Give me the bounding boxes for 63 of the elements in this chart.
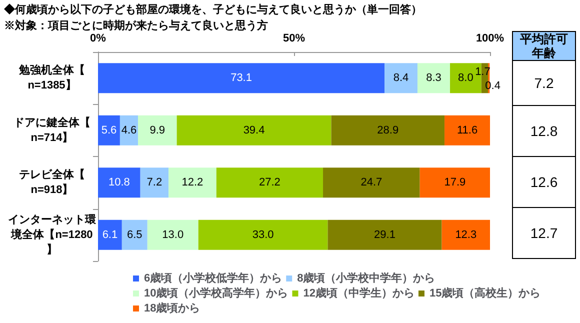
data-label: 8.3: [426, 72, 442, 84]
bar: [331, 115, 445, 146]
y-tick-label: テレビ全体【n=918】: [19, 168, 85, 196]
bar: [98, 168, 140, 198]
legend-label: 6歳頃（小学校低学年）から: [144, 272, 282, 284]
data-label: 10.8: [108, 176, 130, 189]
data-label: 13.0: [162, 228, 184, 241]
bar: [384, 63, 418, 94]
bar: [216, 168, 324, 198]
x-tick-label: 100%: [476, 32, 504, 44]
y-tick-label: インターネット環境全体【n=1280】: [8, 214, 97, 256]
bar: [444, 115, 490, 146]
data-label: 33.0: [252, 228, 274, 241]
bar: [328, 220, 442, 250]
y-tick-label: ドアに鍵全体【n=714】: [14, 116, 90, 144]
data-label: 8.0: [458, 72, 474, 84]
text: 12.8: [512, 105, 576, 157]
bar: [168, 168, 216, 198]
text: 12.6: [512, 156, 576, 208]
text: 平均許可年齢: [512, 31, 576, 61]
bar: [140, 168, 169, 198]
data-label: 6.1: [102, 228, 118, 241]
x-tick-label: 0%: [90, 32, 106, 44]
data-label: 24.7: [360, 176, 382, 189]
legend-label: 12歳頃（中学生）から: [303, 286, 414, 300]
data-label: 5.6: [101, 124, 117, 136]
text: 7.2: [512, 60, 576, 106]
data-label: 29.1: [374, 228, 396, 241]
bar: [323, 168, 420, 198]
data-label: 12.3: [455, 228, 477, 241]
bar: [420, 168, 490, 198]
data-label: 4.6: [121, 124, 137, 136]
data-label: 6.5: [127, 228, 142, 241]
bar: [442, 220, 490, 250]
data-label: 73.1: [230, 72, 252, 84]
bar: [98, 115, 120, 146]
bar: [198, 220, 328, 250]
data-label: 12.2: [182, 176, 204, 189]
bar: [122, 220, 148, 250]
bar: [417, 63, 450, 94]
legend-label: 18歳頃から: [144, 302, 200, 314]
data-label: 9.9: [150, 124, 166, 136]
text: 12.7: [512, 207, 576, 259]
legend-label: 8歳頃（小学校中学年）から: [297, 272, 436, 284]
y-tick-label: 勉強机全体【n=1385】: [18, 64, 85, 92]
bar: [138, 115, 177, 146]
bar: [98, 63, 385, 94]
data-label: 7.2: [146, 176, 162, 189]
bar: [147, 220, 198, 250]
chart-title: ◆何歳頃から以下の子ども部屋の環境を、子どもに与えて良いと思うか（単一回答）: [4, 2, 422, 17]
data-label: 27.2: [258, 176, 280, 189]
data-label: 17.9: [444, 176, 466, 189]
x-tick-label: 50%: [282, 32, 306, 44]
data-label: 28.9: [377, 124, 399, 136]
bar: [120, 115, 138, 146]
data-label: 11.6: [456, 124, 478, 136]
legend-label: 10歳頃（小学校高学年）から: [144, 286, 288, 300]
chart-subtitle: ※対象：項目ごとに時期が来たら与えて良いと思う方: [4, 18, 268, 33]
data-label: 39.4: [243, 124, 265, 136]
data-label: 8.4: [393, 72, 409, 84]
bar: [176, 115, 332, 146]
bar: [98, 220, 122, 250]
legend-label: 15歳頃（高校生）から: [429, 286, 541, 300]
